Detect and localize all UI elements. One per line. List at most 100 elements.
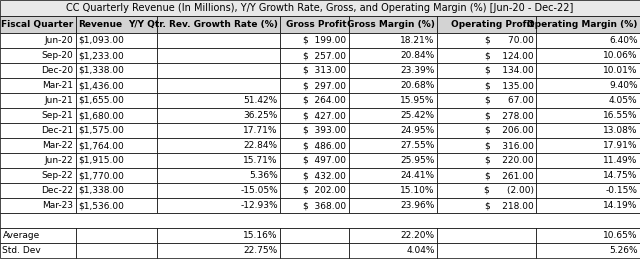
Bar: [349, 63, 437, 78]
Bar: [157, 228, 280, 243]
Bar: [437, 138, 536, 153]
Bar: [157, 198, 280, 213]
Text: $1,536.00: $1,536.00: [78, 201, 124, 210]
Bar: [157, 16, 280, 33]
Bar: [349, 16, 437, 33]
Text: 10.65%: 10.65%: [603, 231, 637, 240]
Bar: [280, 243, 349, 258]
Text: $  257.00: $ 257.00: [303, 51, 346, 60]
Bar: [157, 243, 280, 258]
Text: 25.95%: 25.95%: [400, 156, 435, 165]
Bar: [157, 123, 280, 138]
Bar: [536, 153, 640, 168]
Text: 6.40%: 6.40%: [609, 36, 637, 45]
Text: $      70.00: $ 70.00: [485, 36, 534, 45]
Bar: [76, 93, 157, 108]
Text: Sep-21: Sep-21: [41, 111, 73, 120]
Text: $  199.00: $ 199.00: [303, 36, 346, 45]
Text: $  497.00: $ 497.00: [303, 156, 346, 165]
Text: $    206.00: $ 206.00: [485, 126, 534, 135]
Text: 5.36%: 5.36%: [249, 171, 278, 180]
Text: 24.95%: 24.95%: [401, 126, 435, 135]
Bar: [437, 153, 536, 168]
Text: $    135.00: $ 135.00: [485, 81, 534, 90]
Text: $  427.00: $ 427.00: [303, 111, 346, 120]
Bar: [280, 198, 349, 213]
Text: Operating Margin (%): Operating Margin (%): [527, 20, 637, 29]
Bar: [280, 16, 349, 33]
Bar: [76, 123, 157, 138]
Bar: [157, 168, 280, 183]
Bar: [280, 108, 349, 123]
Bar: [536, 63, 640, 78]
Bar: [280, 78, 349, 93]
Bar: [536, 93, 640, 108]
Bar: [76, 198, 157, 213]
Text: 10.06%: 10.06%: [603, 51, 637, 60]
Text: Operating Profit: Operating Profit: [451, 20, 534, 29]
Text: 14.75%: 14.75%: [603, 171, 637, 180]
Text: 22.20%: 22.20%: [401, 231, 435, 240]
Bar: [280, 48, 349, 63]
Bar: [157, 138, 280, 153]
Bar: [437, 93, 536, 108]
Bar: [536, 123, 640, 138]
Bar: [280, 123, 349, 138]
Bar: [280, 153, 349, 168]
Bar: [536, 198, 640, 213]
Bar: [157, 33, 280, 48]
Bar: [536, 183, 640, 198]
Bar: [157, 78, 280, 93]
Bar: [157, 183, 280, 198]
Text: Mar-22: Mar-22: [42, 141, 73, 150]
Bar: [437, 183, 536, 198]
Bar: [0, 16, 76, 33]
Bar: [280, 138, 349, 153]
Text: $1,093.00: $1,093.00: [78, 36, 124, 45]
Text: Sep-22: Sep-22: [42, 171, 73, 180]
Text: $1,575.00: $1,575.00: [78, 126, 124, 135]
Bar: [536, 48, 640, 63]
Text: -15.05%: -15.05%: [240, 186, 278, 195]
Text: Gross Profit: Gross Profit: [285, 20, 346, 29]
Text: 36.25%: 36.25%: [243, 111, 278, 120]
Bar: [349, 198, 437, 213]
Text: 10.01%: 10.01%: [603, 66, 637, 75]
Bar: [76, 48, 157, 63]
Text: Dec-21: Dec-21: [41, 126, 73, 135]
Bar: [0, 0, 640, 16]
Text: $  368.00: $ 368.00: [303, 201, 346, 210]
Text: $1,436.00: $1,436.00: [78, 81, 124, 90]
Bar: [280, 183, 349, 198]
Bar: [437, 48, 536, 63]
Bar: [536, 33, 640, 48]
Text: 22.84%: 22.84%: [244, 141, 278, 150]
Bar: [157, 108, 280, 123]
Text: $    124.00: $ 124.00: [485, 51, 534, 60]
Bar: [536, 78, 640, 93]
Text: CC Quarterly Revenue (In Millions), Y/Y Growth Rate, Gross, and Operating Margin: CC Quarterly Revenue (In Millions), Y/Y …: [67, 3, 573, 13]
Text: Revenue: Revenue: [78, 20, 122, 29]
Text: 22.75%: 22.75%: [244, 246, 278, 255]
Text: $  264.00: $ 264.00: [303, 96, 346, 105]
Bar: [157, 93, 280, 108]
Text: $    218.00: $ 218.00: [485, 201, 534, 210]
Bar: [437, 63, 536, 78]
Text: $1,915.00: $1,915.00: [78, 156, 124, 165]
Bar: [76, 108, 157, 123]
Bar: [0, 33, 76, 48]
Bar: [349, 168, 437, 183]
Bar: [437, 16, 536, 33]
Bar: [0, 138, 76, 153]
Bar: [437, 123, 536, 138]
Bar: [76, 153, 157, 168]
Bar: [349, 78, 437, 93]
Bar: [536, 243, 640, 258]
Bar: [0, 48, 76, 63]
Bar: [349, 48, 437, 63]
Text: 25.42%: 25.42%: [401, 111, 435, 120]
Text: 16.55%: 16.55%: [603, 111, 637, 120]
Bar: [349, 108, 437, 123]
Bar: [280, 93, 349, 108]
Bar: [437, 33, 536, 48]
